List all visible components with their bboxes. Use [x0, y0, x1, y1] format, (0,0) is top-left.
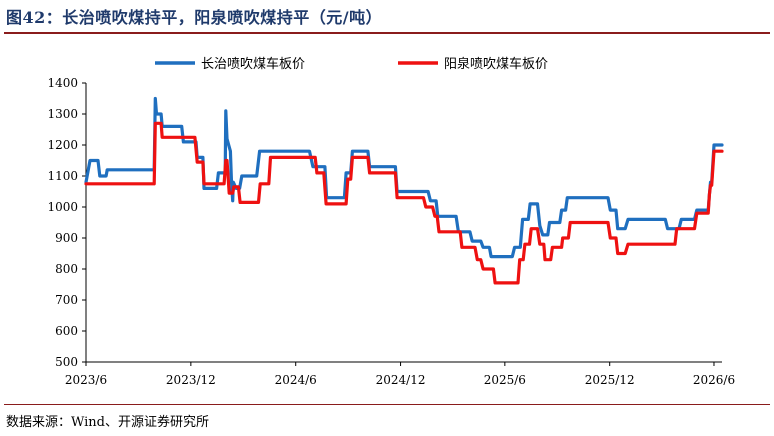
y-tick-label: 1100 [47, 169, 78, 183]
y-tick-label: 600 [55, 324, 78, 338]
legend-label-2: 阳泉喷吹煤车板价 [444, 56, 548, 72]
y-tick-label: 1300 [47, 107, 78, 121]
x-tick-label: 2025/12 [585, 373, 635, 387]
x-tick-label: 2024/6 [275, 373, 317, 387]
source-divider [4, 404, 770, 405]
y-tick-label: 1400 [47, 76, 78, 90]
series-line-1 [84, 96, 724, 259]
y-tick-label: 500 [55, 355, 78, 369]
y-tick-label: 700 [55, 293, 78, 307]
x-tick-label: 2025/6 [484, 373, 526, 387]
y-tick-label: 800 [55, 262, 78, 276]
x-tick-label: 2023/6 [65, 373, 107, 387]
series-layer [84, 96, 724, 285]
source-note: 数据来源：Wind、开源证券研究所 [6, 415, 209, 430]
x-tick-label: 2026/6 [693, 373, 735, 387]
chart-axes: 500 600 700 800 900 1000 1100 1200 1300 1400 2023/… [47, 76, 735, 387]
y-tick-label: 900 [55, 231, 78, 245]
y-tick-label: 1200 [47, 138, 78, 152]
title-divider [4, 32, 770, 34]
legend: 长治喷吹煤车板价 阳泉喷吹煤车板价 [155, 56, 548, 72]
legend-label-1: 长治喷吹煤车板价 [201, 56, 305, 72]
chart-title: 图42：长治喷吹煤持平，阳泉喷吹煤持平（元/吨） [6, 8, 383, 27]
y-tick-label: 1000 [47, 200, 78, 214]
x-tick-label: 2023/12 [166, 373, 216, 387]
series-line-2 [84, 121, 724, 285]
x-tick-label: 2024/12 [376, 373, 426, 387]
